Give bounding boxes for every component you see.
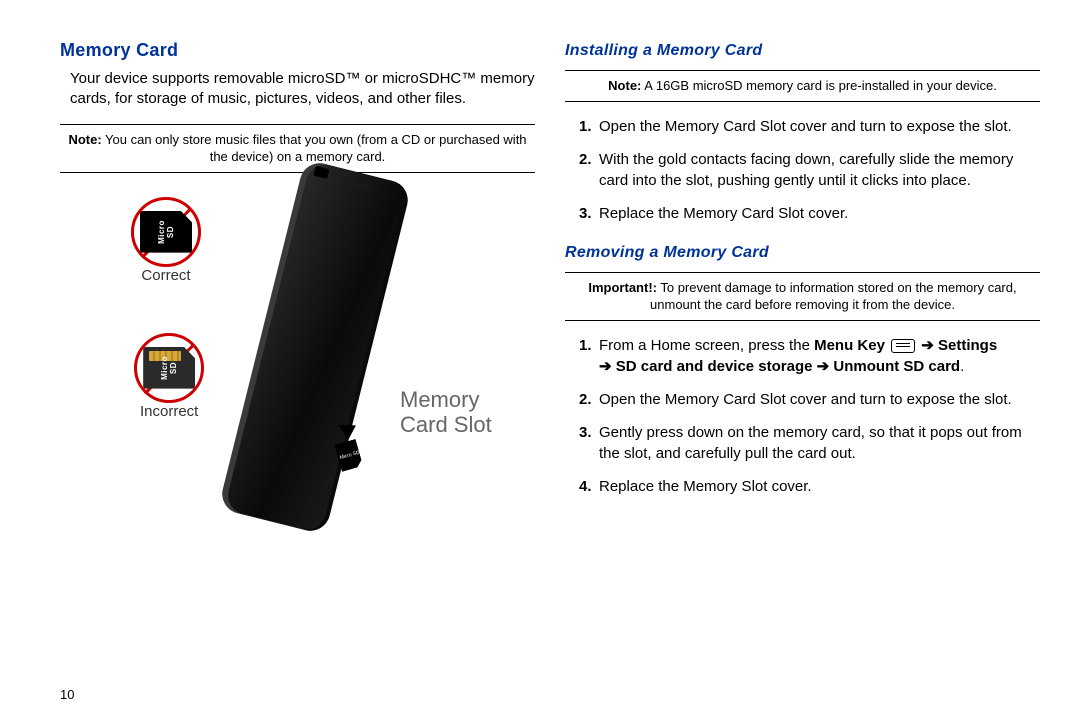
memory-slot-label: Memory Card Slot bbox=[400, 387, 492, 438]
page-number: 10 bbox=[60, 687, 74, 702]
arrow-icon: ➔ bbox=[917, 337, 938, 354]
sd-storage-text: SD card and device storage bbox=[616, 358, 813, 375]
note-box-left: Note: You can only store music files tha… bbox=[60, 124, 535, 173]
remove-note-lead: Important!: bbox=[588, 280, 657, 295]
sd-card-incorrect-icon: Micro SD bbox=[143, 347, 195, 389]
remove-step-2: Open the Memory Card Slot cover and turn… bbox=[579, 389, 1040, 410]
sd-card-icon: Micro SD bbox=[140, 211, 192, 253]
install-steps-list: Open the Memory Card Slot cover and turn… bbox=[579, 116, 1040, 236]
incorrect-card-icon: Micro SD bbox=[143, 347, 195, 389]
memory-card-diagram: Micro SD Correct Micro SD Incorrect bbox=[140, 197, 535, 617]
heading-memory-card: Memory Card bbox=[60, 40, 535, 61]
incorrect-caption: Incorrect bbox=[140, 403, 198, 420]
note-box-remove: Important!: To prevent damage to informa… bbox=[565, 272, 1040, 321]
menu-key-text: Menu Key bbox=[814, 337, 885, 354]
incorrect-card-group: Micro SD Incorrect bbox=[140, 333, 198, 420]
remove-step-4: Replace the Memory Slot cover. bbox=[579, 476, 1040, 497]
install-step-3: Replace the Memory Card Slot cover. bbox=[579, 203, 1040, 224]
remove-step1-pre: From a Home screen, press the bbox=[599, 337, 814, 354]
remove-step-3: Gently press down on the memory card, so… bbox=[579, 422, 1040, 464]
install-note-lead: Note: bbox=[608, 78, 641, 93]
heading-removing: Removing a Memory Card bbox=[565, 244, 1040, 262]
page: Memory Card Your device supports removab… bbox=[0, 0, 1080, 637]
install-step-2: With the gold contacts facing down, care… bbox=[579, 149, 1040, 191]
period: . bbox=[960, 358, 964, 375]
device-group: Micro SD bbox=[260, 167, 370, 527]
arrow-icon: ➔ bbox=[813, 358, 834, 375]
intro-paragraph: Your device supports removable microSD™ … bbox=[70, 69, 535, 110]
sd-card-label: Micro SD bbox=[160, 355, 178, 381]
note-box-install: Note: A 16GB microSD memory card is pre-… bbox=[565, 70, 1040, 102]
remove-note-text: To prevent damage to information stored … bbox=[650, 280, 1017, 313]
right-column: Installing a Memory Card Note: A 16GB mi… bbox=[565, 40, 1040, 617]
slot-card-icon: Micro SD bbox=[334, 438, 363, 471]
device-icon: Micro SD bbox=[218, 159, 412, 535]
remove-steps-list: From a Home screen, press the Menu Key ➔… bbox=[579, 335, 1040, 509]
install-note-text: A 16GB microSD memory card is pre-instal… bbox=[641, 78, 996, 93]
install-step-1: Open the Memory Card Slot cover and turn… bbox=[579, 116, 1040, 137]
arrow-icon: ➔ bbox=[599, 358, 616, 375]
unmount-text: Unmount SD card bbox=[833, 358, 960, 375]
memory-label-line1: Memory bbox=[400, 387, 479, 412]
memory-label-line2: Card Slot bbox=[400, 412, 492, 437]
heading-installing: Installing a Memory Card bbox=[565, 42, 1040, 60]
correct-card-icon: Micro SD bbox=[140, 211, 192, 253]
slot-arrow-icon bbox=[334, 417, 356, 439]
settings-text: Settings bbox=[938, 337, 997, 354]
sd-card-label: Micro SD bbox=[157, 219, 175, 245]
note-lead: Note: bbox=[68, 132, 101, 147]
note-text: You can only store music files that you … bbox=[102, 132, 527, 165]
menu-key-icon bbox=[891, 339, 915, 353]
remove-step-1: From a Home screen, press the Menu Key ➔… bbox=[579, 335, 1040, 377]
correct-card-group: Micro SD Correct bbox=[140, 197, 192, 284]
correct-caption: Correct bbox=[140, 267, 192, 284]
left-column: Memory Card Your device supports removab… bbox=[60, 40, 535, 617]
